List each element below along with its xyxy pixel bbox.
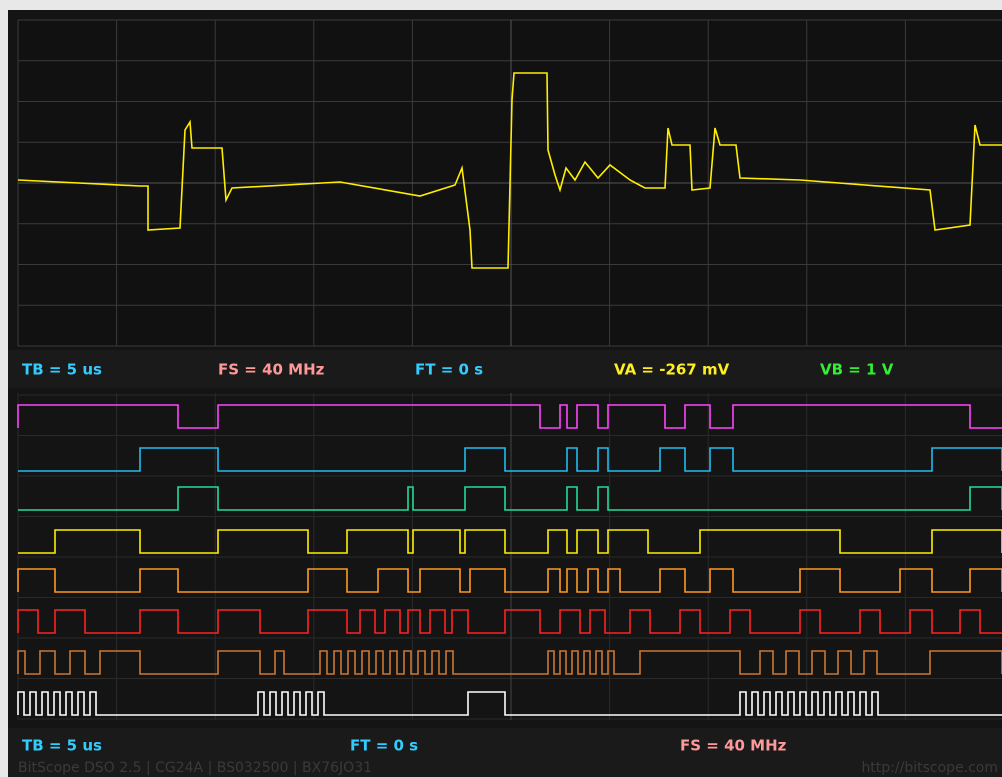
sample-rate: FS = 40 MHz	[680, 737, 787, 755]
logic-trace	[17, 404, 1002, 429]
logic-trace	[17, 609, 1002, 634]
traces	[17, 72, 1002, 716]
timebase: TB = 5 us	[22, 361, 102, 379]
logic-trace	[17, 650, 1002, 675]
frame-time: FT = 0 s	[415, 361, 483, 379]
channel-a-offset: VA = -267 mV	[614, 361, 730, 379]
logic-trace	[18, 486, 1002, 511]
channel-b-scale: VB = 1 V	[820, 361, 894, 379]
logic-trace	[17, 568, 1002, 593]
timebase: TB = 5 us	[22, 737, 102, 755]
website: http://bitscope.com	[861, 760, 998, 776]
product-info: BitScope DSO 2.5 | CG24A | BS032500 | BX…	[18, 760, 372, 776]
sample-rate: FS = 40 MHz	[218, 361, 325, 379]
logic-trace	[17, 691, 1002, 716]
bottom-bar	[8, 728, 1002, 777]
logic-trace	[18, 529, 1002, 554]
frame-time: FT = 0 s	[350, 737, 418, 755]
status-bar	[8, 350, 1002, 388]
logic-trace	[18, 447, 1002, 472]
analog-trace	[17, 72, 1002, 269]
